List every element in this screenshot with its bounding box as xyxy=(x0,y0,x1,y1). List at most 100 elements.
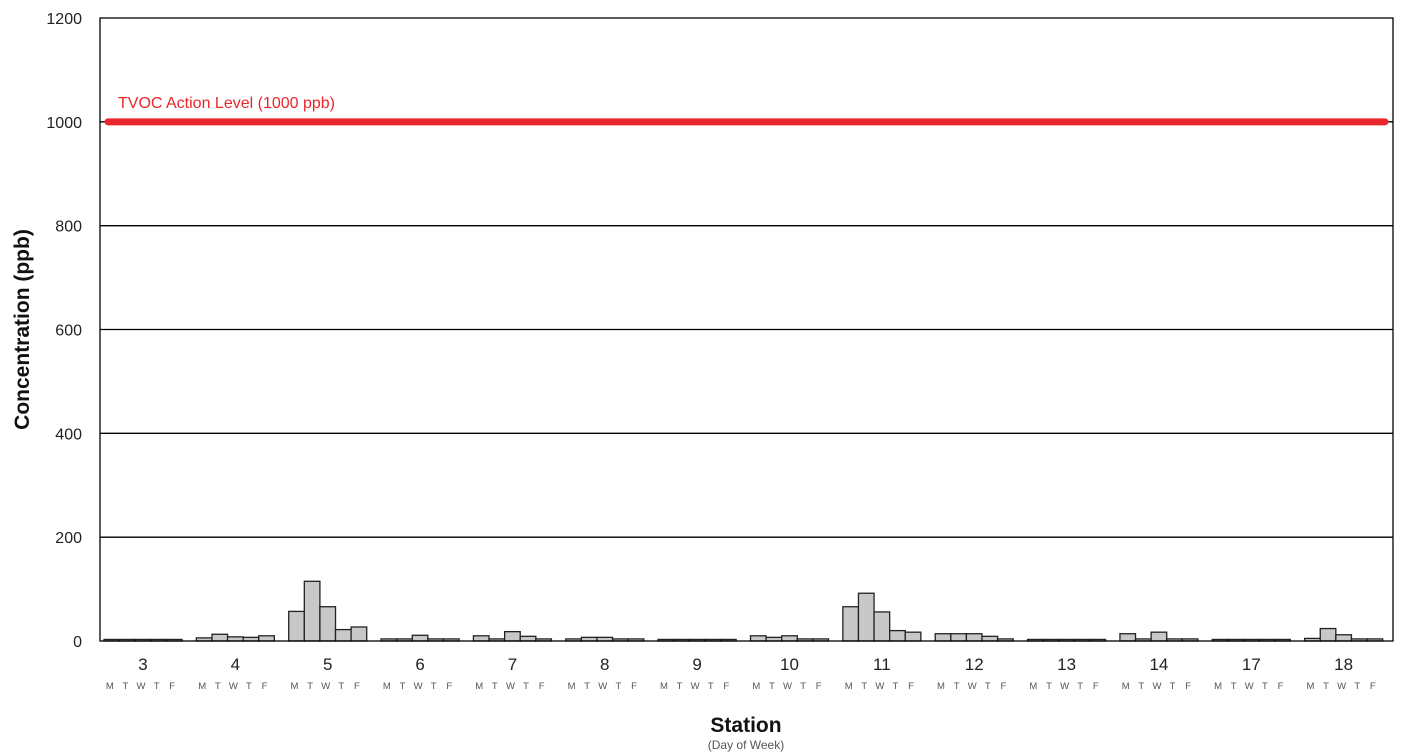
grid-lines xyxy=(100,121,1393,538)
day-tick-label: M xyxy=(1214,681,1222,692)
station-tick-label: 5 xyxy=(323,655,332,674)
day-tick-label: W xyxy=(1337,681,1346,692)
x-axis-subtitle: (Day of Week) xyxy=(708,738,784,752)
bar xyxy=(472,635,490,642)
day-tick-label: F xyxy=(354,681,360,692)
station-tick-label: 11 xyxy=(873,655,891,674)
day-tick-label: W xyxy=(968,681,977,692)
station-tick-label: 13 xyxy=(1057,655,1076,674)
day-tick-label: T xyxy=(954,681,960,692)
day-tick-label: M xyxy=(475,681,483,692)
day-tick-label: F xyxy=(1001,681,1007,692)
day-tick-label: M xyxy=(383,681,391,692)
bar xyxy=(211,633,229,642)
day-tick-label: W xyxy=(598,681,607,692)
day-tick-label: T xyxy=(215,681,221,692)
bar xyxy=(1119,633,1137,642)
x-axis-ticks: 3M T W T F4M T W T F5M T W T F6M T W T F7M T W T F8M T W T F9M T W… xyxy=(106,655,1376,692)
day-tick-label: T xyxy=(338,681,344,692)
bar xyxy=(857,592,875,642)
day-tick-label: F xyxy=(169,681,175,692)
day-tick-label: T xyxy=(154,681,160,692)
station-tick-label: 12 xyxy=(965,655,984,674)
bar xyxy=(904,631,922,642)
bar xyxy=(1335,634,1353,642)
day-tick-label: M xyxy=(1306,681,1314,692)
day-tick-label: W xyxy=(1060,681,1069,692)
day-tick-label: F xyxy=(816,681,822,692)
station-tick-label: 10 xyxy=(780,655,799,674)
day-tick-label: T xyxy=(769,681,775,692)
day-tick-label: W xyxy=(321,681,330,692)
day-tick-label: T xyxy=(1046,681,1052,692)
day-tick-label: W xyxy=(691,681,700,692)
action-level-label: TVOC Action Level (1000 ppb) xyxy=(118,95,335,112)
day-tick-label: M xyxy=(937,681,945,692)
day-tick-label: F xyxy=(446,681,452,692)
day-tick-label: M xyxy=(568,681,576,692)
bar xyxy=(1150,631,1168,642)
y-tick-label: 600 xyxy=(55,323,82,340)
station-tick-label: 17 xyxy=(1242,655,1261,674)
day-tick-label: W xyxy=(1152,681,1161,692)
bar xyxy=(334,628,352,642)
bar xyxy=(519,635,537,642)
day-tick-label: W xyxy=(875,681,884,692)
day-tick-label: F xyxy=(1370,681,1376,692)
bar xyxy=(749,635,767,642)
day-tick-label: M xyxy=(1029,681,1037,692)
day-tick-label: T xyxy=(615,681,621,692)
day-tick-label: T xyxy=(400,681,406,692)
bar xyxy=(258,635,276,642)
day-tick-label: T xyxy=(708,681,714,692)
station-tick-label: 14 xyxy=(1149,655,1168,674)
bar xyxy=(411,634,429,642)
day-tick-label: T xyxy=(1138,681,1144,692)
station-tick-label: 6 xyxy=(415,655,424,674)
bar xyxy=(1319,627,1337,642)
reference-line-group: TVOC Action Level (1000 ppb) xyxy=(104,95,1389,126)
day-tick-label: M xyxy=(660,681,668,692)
day-tick-label: T xyxy=(861,681,867,692)
day-tick-label: M xyxy=(106,681,114,692)
station-tick-label: 9 xyxy=(692,655,701,674)
day-tick-label: F xyxy=(723,681,729,692)
day-tick-label: T xyxy=(800,681,806,692)
day-tick-label: M xyxy=(291,681,299,692)
bar xyxy=(842,606,860,642)
bar xyxy=(503,631,521,642)
station-tick-label: 7 xyxy=(508,655,517,674)
day-tick-label: T xyxy=(1170,681,1176,692)
day-tick-label: M xyxy=(198,681,206,692)
day-tick-label: T xyxy=(584,681,590,692)
bar xyxy=(965,633,983,642)
day-tick-label: F xyxy=(539,681,545,692)
day-tick-label: T xyxy=(246,681,252,692)
y-tick-label: 800 xyxy=(55,219,82,236)
day-tick-label: T xyxy=(1323,681,1329,692)
station-tick-label: 8 xyxy=(600,655,609,674)
day-tick-label: T xyxy=(431,681,437,692)
day-tick-label: F xyxy=(1185,681,1191,692)
y-tick-label: 1000 xyxy=(46,115,82,132)
bar xyxy=(781,635,798,642)
plot-area-frame xyxy=(99,17,1394,642)
day-tick-label: F xyxy=(262,681,268,692)
day-tick-label: W xyxy=(137,681,146,692)
bar xyxy=(934,633,952,642)
y-tick-label: 1200 xyxy=(46,11,82,28)
bar xyxy=(950,633,968,642)
day-tick-label: M xyxy=(752,681,760,692)
day-tick-label: T xyxy=(1262,681,1268,692)
day-tick-label: T xyxy=(893,681,899,692)
y-tick-label: 400 xyxy=(55,426,82,443)
day-tick-label: T xyxy=(492,681,498,692)
station-tick-label: 18 xyxy=(1334,655,1353,674)
day-tick-label: W xyxy=(414,681,423,692)
day-tick-label: M xyxy=(1122,681,1130,692)
day-tick-label: F xyxy=(1278,681,1284,692)
y-tick-label: 0 xyxy=(73,634,82,651)
bar xyxy=(288,610,305,642)
